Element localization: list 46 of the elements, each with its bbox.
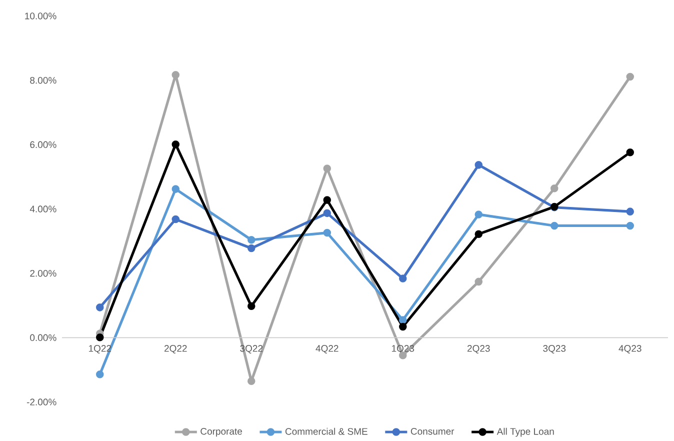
point: [323, 196, 332, 204]
point: [172, 70, 180, 79]
point: [474, 161, 483, 169]
point: [323, 164, 332, 172]
x-tick-label: 4Q22: [316, 345, 338, 354]
point: [172, 185, 180, 193]
point: [550, 184, 558, 192]
y-tick-label: 4.00%: [30, 206, 56, 212]
point: [474, 278, 483, 286]
point: [96, 333, 104, 342]
legend-label: Corporate: [200, 428, 242, 437]
point: [323, 228, 332, 237]
y-tick-label: 6.00%: [30, 141, 56, 148]
legend-label: All Type Loan: [496, 428, 554, 437]
point: [550, 222, 558, 230]
x-tick-label: 3Q22: [240, 345, 263, 354]
legend-label: Commercial & SME: [285, 428, 368, 435]
y-tick-label: 0.00%: [30, 334, 56, 342]
x-tick-label: 1Q23: [392, 345, 414, 354]
point: [172, 215, 180, 224]
point: [474, 210, 483, 218]
legend-label: Consumer: [410, 428, 454, 435]
point: [626, 72, 634, 81]
y-tick-label: 2.00%: [30, 270, 56, 277]
x-tick-label: 2Q22: [164, 345, 187, 354]
point: [247, 377, 256, 385]
point: [474, 230, 483, 238]
point: [96, 370, 104, 378]
x-tick-label: 2Q23: [467, 345, 490, 354]
x-tick-label: 3Q23: [543, 345, 566, 354]
point: [626, 222, 634, 230]
y-tick-label: 10.00%: [25, 12, 56, 20]
point: [398, 322, 407, 331]
y-tick-label: -2.00%: [26, 398, 56, 406]
x-tick-label: 4Q23: [618, 345, 642, 354]
point: [172, 140, 180, 148]
point: [398, 316, 407, 324]
point: [247, 236, 256, 244]
point: [626, 148, 634, 156]
point: [323, 209, 332, 218]
point: [247, 244, 256, 252]
point: [247, 302, 256, 310]
point: [626, 208, 634, 216]
point: [96, 304, 104, 312]
y-tick-label: 8.00%: [30, 76, 56, 84]
point: [398, 274, 407, 282]
